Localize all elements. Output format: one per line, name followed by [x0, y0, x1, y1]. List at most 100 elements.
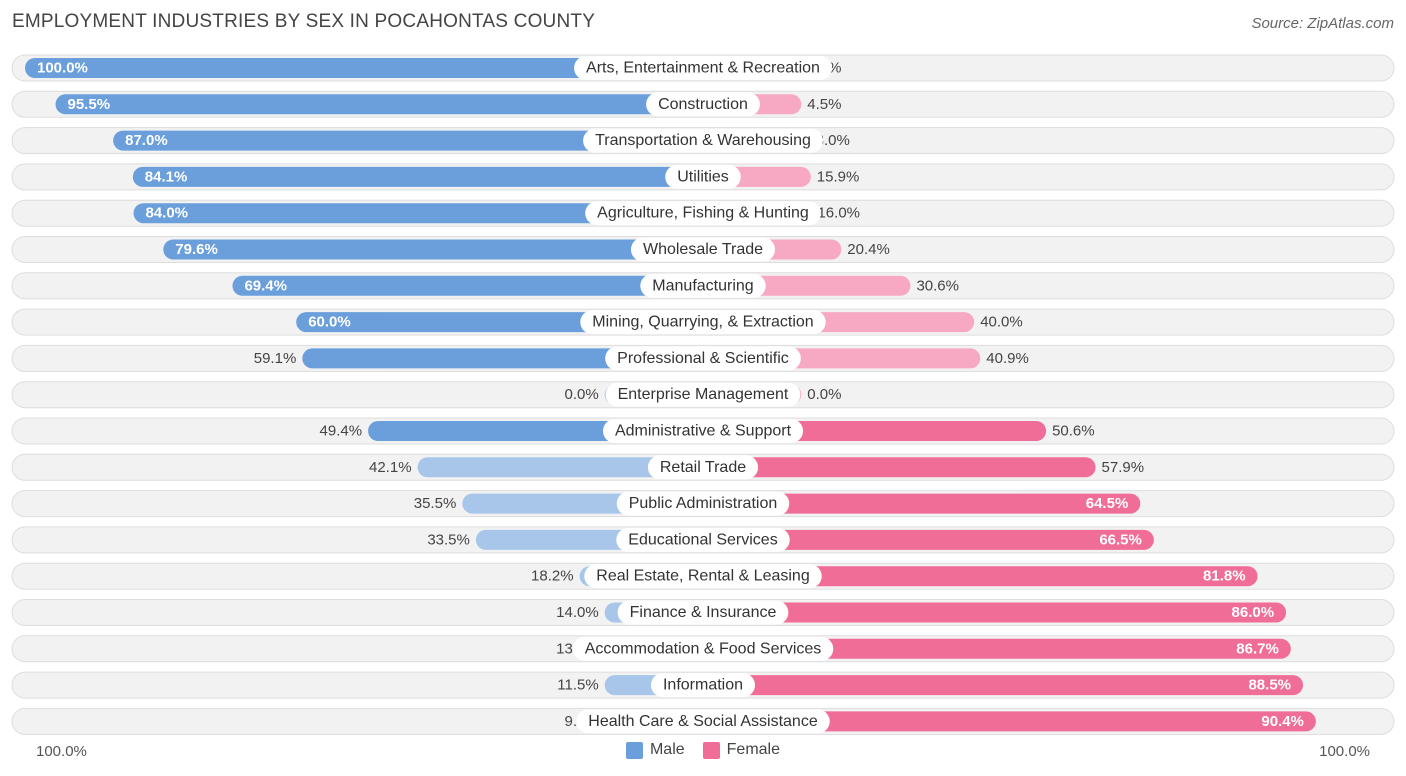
- legend-item-female: Female: [702, 741, 781, 759]
- female-value-label: 57.9%: [1102, 459, 1145, 476]
- male-value-label: 35.5%: [414, 495, 457, 512]
- female-value-label: 40.9%: [986, 350, 1029, 367]
- category-label: Educational Services: [628, 531, 777, 548]
- male-value-label: 87.0%: [125, 132, 168, 149]
- category-label-pill: [616, 491, 790, 516]
- axis-left-label: 100.0%: [36, 743, 87, 760]
- male-bar: [55, 94, 703, 115]
- male-value-label: 79.6%: [175, 241, 218, 258]
- category-label-pill: [602, 419, 804, 443]
- category-label-pill: [605, 382, 801, 407]
- male-bar: [25, 58, 703, 78]
- category-label-pill: [572, 636, 834, 661]
- female-value-label: 88.5%: [1248, 677, 1291, 694]
- male-value-label: 42.1%: [369, 459, 412, 476]
- male-value-label: 11.5%: [557, 677, 598, 694]
- female-bar: [703, 675, 1304, 696]
- male-bar: [302, 348, 703, 369]
- category-label-pill: [574, 56, 832, 80]
- male-value-label: 84.0%: [145, 205, 188, 222]
- category-label-pill: [617, 600, 789, 625]
- category-label: Information: [663, 677, 743, 694]
- category-label-pill: [640, 273, 766, 298]
- category-label: Transportation & Warehousing: [595, 132, 811, 149]
- male-bar: [417, 457, 703, 478]
- male-bar: [132, 166, 703, 187]
- male-value-label: 49.4%: [320, 423, 363, 440]
- category-label: Health Care & Social Assistance: [588, 713, 818, 730]
- male-value-label: 59.1%: [254, 350, 297, 367]
- female-value-label: 15.9%: [817, 168, 860, 185]
- category-label: Finance & Insurance: [630, 604, 777, 621]
- category-label: Real Estate, Rental & Leasing: [596, 568, 809, 585]
- category-label-pill: [650, 673, 756, 698]
- female-value-label: 0.0%: [807, 386, 841, 403]
- female-value-label: 90.4%: [1261, 713, 1304, 730]
- category-label: Utilities: [677, 168, 729, 185]
- male-value-label: 95.5%: [68, 96, 111, 113]
- female-value-label: 50.6%: [1052, 423, 1095, 440]
- male-bar: [163, 239, 703, 260]
- male-value-label: 33.5%: [427, 531, 470, 548]
- female-bar: [703, 529, 1154, 550]
- female-value-label: 66.5%: [1099, 531, 1142, 548]
- legend-label-male: Male: [649, 741, 685, 758]
- male-value-label: 18.2%: [531, 568, 574, 585]
- female-value-label: 20.4%: [847, 241, 890, 258]
- male-value-label: 14.0%: [556, 604, 599, 621]
- male-value-label: 84.1%: [145, 168, 188, 185]
- male-value-label: 69.4%: [244, 277, 287, 294]
- category-label: Retail Trade: [660, 459, 746, 476]
- category-label-pill: [646, 92, 760, 117]
- category-label: Construction: [658, 96, 748, 113]
- chart-title: EMPLOYMENT INDUSTRIES BY SEX IN POCAHONT…: [12, 11, 596, 32]
- female-value-label: 16.0%: [817, 205, 860, 222]
- legend-swatch-male: [625, 741, 643, 759]
- category-label-pill: [665, 164, 741, 189]
- category-label: Professional & Scientific: [617, 350, 789, 367]
- female-bar: [703, 566, 1258, 587]
- male-value-label: 0.0%: [564, 386, 598, 403]
- category-label: Accommodation & Food Services: [585, 640, 822, 657]
- source-credit: Source: ZipAtlas.com: [1251, 15, 1394, 32]
- category-label: Manufacturing: [652, 277, 753, 294]
- legend-label-female: Female: [726, 741, 781, 758]
- category-label-pill: [584, 564, 822, 589]
- category-label-pill: [616, 527, 790, 552]
- category-label-pill: [576, 709, 830, 734]
- female-value-label: 81.8%: [1203, 568, 1246, 585]
- category-label: Wholesale Trade: [643, 241, 763, 258]
- category-label-pill: [583, 128, 823, 153]
- female-bar: [703, 493, 1141, 514]
- female-value-label: 86.0%: [1232, 604, 1275, 621]
- female-bar: [703, 711, 1316, 732]
- male-value-label: 100.0%: [37, 60, 88, 77]
- female-bar: [703, 638, 1291, 659]
- female-value-label: 40.0%: [980, 314, 1023, 331]
- axis-right-label: 100.0%: [1319, 743, 1370, 760]
- category-label: Administrative & Support: [615, 423, 792, 440]
- male-value-label: 60.0%: [308, 314, 351, 331]
- legend-item-male: Male: [625, 741, 685, 759]
- category-label: Agriculture, Fishing & Hunting: [597, 205, 809, 222]
- category-label-pill: [630, 237, 776, 262]
- female-value-label: 64.5%: [1086, 495, 1129, 512]
- category-label-pill: [647, 455, 759, 480]
- category-label: Arts, Entertainment & Recreation: [586, 60, 820, 77]
- female-bar: [703, 457, 1096, 478]
- female-value-label: 86.7%: [1236, 640, 1279, 657]
- male-bar: [113, 130, 703, 151]
- category-label-pill: [585, 201, 821, 226]
- female-bar: [703, 602, 1287, 623]
- category-label-pill: [605, 346, 801, 371]
- category-label-pill: [580, 310, 826, 335]
- female-value-label: 30.6%: [916, 277, 959, 294]
- category-label: Public Administration: [629, 495, 778, 512]
- legend-swatch-female: [702, 741, 720, 759]
- male-bar: [232, 275, 703, 296]
- legend: Male Female: [0, 741, 1406, 759]
- female-value-label: 4.5%: [807, 96, 841, 113]
- category-label: Mining, Quarrying, & Extraction: [592, 314, 813, 331]
- male-bar: [133, 203, 704, 224]
